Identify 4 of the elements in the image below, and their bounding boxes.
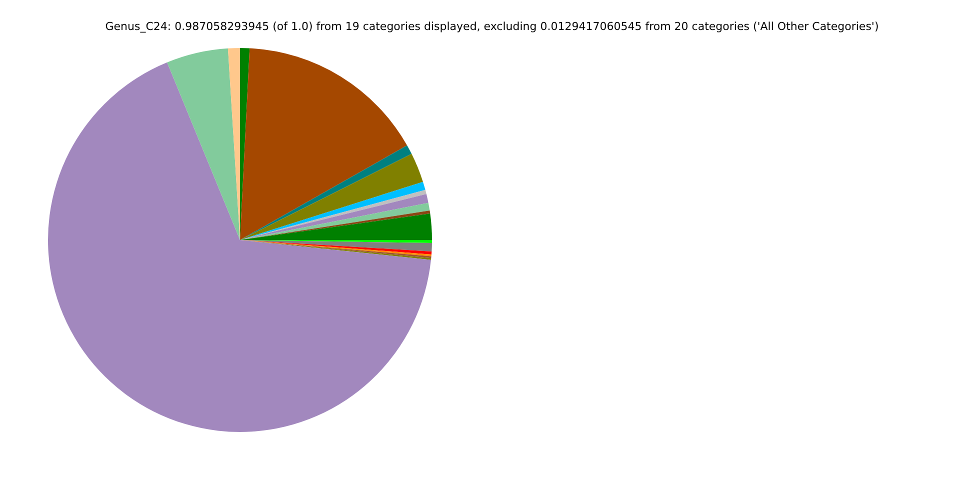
text: Genus_C24: 0.987058293945 (of 1.0) from 19 categories displayed, excluding 0.0129417060545 from 20 categories ('All Other Categories'): [105, 20, 879, 33]
pie-slice: [240, 48, 408, 240]
pie-slice: [167, 48, 240, 240]
pie-slice: [48, 62, 431, 432]
